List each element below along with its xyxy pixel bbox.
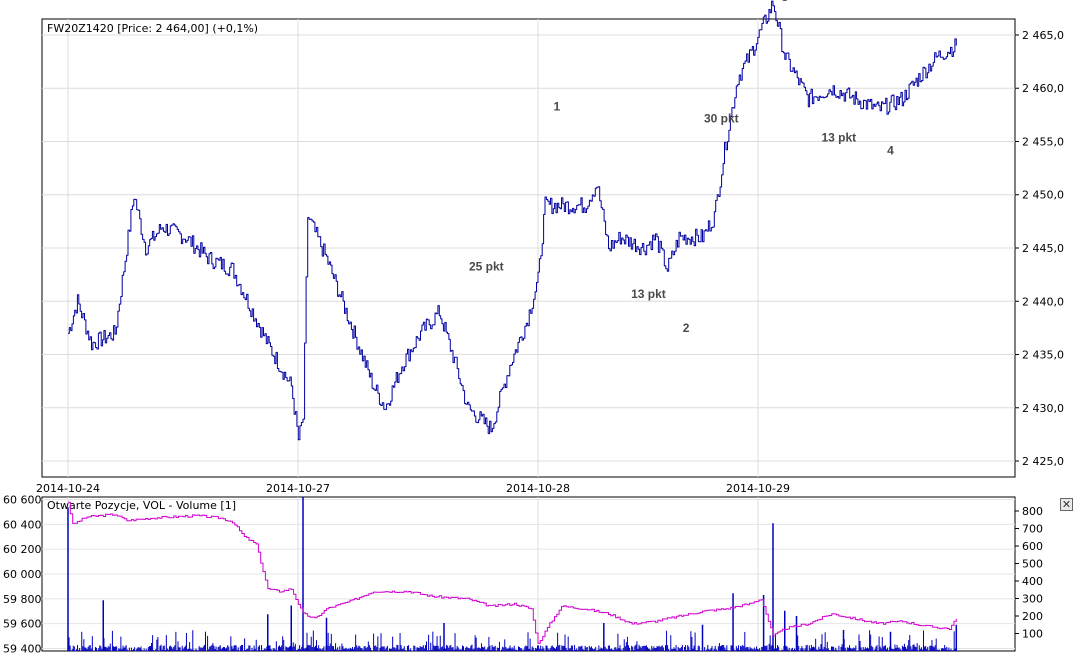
price-x-tick-label: 2014-10-29	[726, 482, 790, 495]
price-y-ticks: 2 465,0 2 460,0 2 455,0 2 450,0 2 445,0 2 440…	[1015, 29, 1064, 468]
volume-y-tick-label: 100	[1022, 628, 1043, 641]
chart-annotation: 3	[781, 0, 788, 4]
open-interest-y-tick-label: 60 000	[3, 568, 42, 581]
price-y-tick-label: 2 430,0	[1022, 402, 1064, 415]
open-interest-y-ticks: 60 600 60 400 60 200 60 000 59 800 59 600 59 4…	[3, 493, 42, 655]
volume-y-tick-label: 300	[1022, 593, 1043, 606]
volume-y-ticks: 800 700 600 500 400 300 200 100	[1015, 505, 1043, 641]
volume-y-tick-label: 500	[1022, 558, 1043, 571]
volume-y-tick-label: 600	[1022, 540, 1043, 553]
chart-annotation: 4	[887, 143, 894, 157]
chart-annotation: 13 pkt	[631, 287, 666, 301]
price-y-tick-label: 2 445,0	[1022, 242, 1064, 255]
price-panel-title: FW20Z1420 [Price: 2 464,00] (+0,1%)	[47, 22, 258, 35]
price-series-line	[68, 0, 957, 441]
open-interest-y-tick-label: 59 800	[3, 593, 42, 606]
price-y-tick-label: 2 455,0	[1022, 135, 1064, 148]
price-y-tick-label: 2 425,0	[1022, 455, 1064, 468]
volume-y-tick-label: 200	[1022, 610, 1043, 623]
chart-annotation: 30 pkt	[704, 111, 739, 125]
price-y-tick-label: 2 450,0	[1022, 189, 1064, 202]
price-y-tick-label: 2 435,0	[1022, 349, 1064, 362]
open-interest-y-tick-label: 59 400	[3, 643, 42, 656]
price-x-tick-label: 2014-10-28	[506, 482, 570, 495]
volume-y-tick-label: 800	[1022, 505, 1043, 518]
chart-annotation: 1	[553, 100, 560, 114]
close-panel-button[interactable]: ✕	[1060, 498, 1073, 511]
open-interest-line	[68, 501, 957, 644]
volume-y-tick-label: 400	[1022, 575, 1043, 588]
chart-annotation: 2	[683, 321, 690, 335]
price-y-tick-label: 2 440,0	[1022, 295, 1064, 308]
volume-bars	[67, 497, 958, 651]
price-annotations: jesli 5 = 1 to docelowo 2482jesli 5 = 06…	[469, 0, 894, 335]
chart-annotation: 13 pkt	[821, 130, 856, 144]
price-x-tick-label: 2014-10-24	[36, 482, 100, 495]
price-x-ticks: 2014-10-24 2014-10-27 2014-10-28 2014-10-29	[36, 482, 790, 495]
open-interest-y-tick-label: 60 200	[3, 543, 42, 556]
volume-y-tick-label: 700	[1022, 523, 1043, 536]
x-icon: ✕	[1061, 498, 1072, 511]
open-interest-y-tick-label: 59 600	[3, 618, 42, 631]
chart-annotation: 25 pkt	[469, 259, 504, 273]
price-grid	[42, 19, 1015, 477]
open-interest-y-tick-label: 60 400	[3, 518, 42, 531]
price-y-tick-label: 2 460,0	[1022, 82, 1064, 95]
price-x-tick-label: 2014-10-27	[266, 482, 330, 495]
price-y-tick-label: 2 465,0	[1022, 29, 1064, 42]
volume-panel-title: Otwarte Pozycje, VOL - Volume [1]	[47, 499, 236, 512]
open-interest-y-tick-label: 60 600	[3, 493, 42, 506]
